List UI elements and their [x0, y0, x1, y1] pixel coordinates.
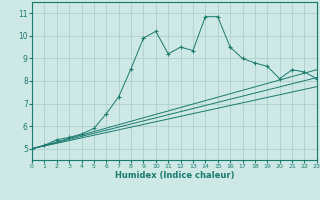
X-axis label: Humidex (Indice chaleur): Humidex (Indice chaleur): [115, 171, 234, 180]
